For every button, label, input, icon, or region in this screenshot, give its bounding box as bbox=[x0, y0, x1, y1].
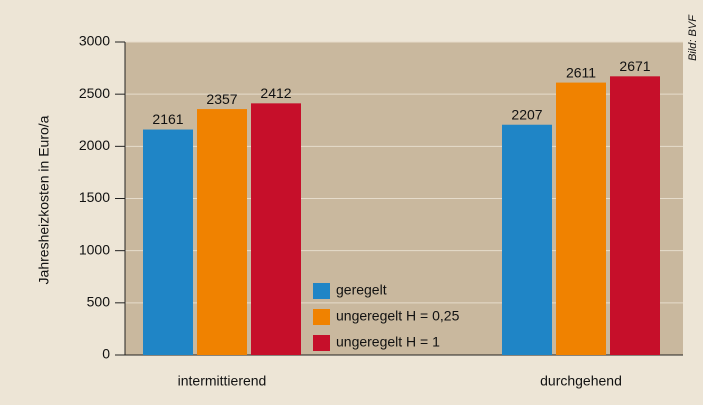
bar bbox=[143, 129, 193, 355]
credit: Bild: BVF bbox=[687, 14, 699, 61]
legend-swatch bbox=[313, 335, 330, 351]
legend-swatch bbox=[313, 283, 330, 299]
bar bbox=[251, 103, 301, 356]
y-tick-label: 500 bbox=[87, 294, 111, 310]
y-tick-label: 2000 bbox=[79, 137, 110, 153]
y-axis-label: Jahresheizkosten in Euro/a bbox=[36, 115, 52, 284]
data-label: 2412 bbox=[260, 85, 291, 101]
y-tick-label: 1000 bbox=[79, 241, 110, 257]
y-tick-label: 1500 bbox=[79, 189, 110, 205]
legend-label: geregelt bbox=[336, 282, 387, 298]
bar bbox=[502, 124, 552, 356]
y-tick-label: 3000 bbox=[79, 33, 110, 49]
data-label: 2357 bbox=[206, 91, 237, 107]
x-tick-label: intermittierend bbox=[178, 373, 267, 389]
data-label: 2161 bbox=[152, 111, 183, 127]
legend-swatch bbox=[313, 309, 330, 325]
data-label: 2207 bbox=[511, 106, 542, 122]
bar bbox=[610, 76, 660, 355]
y-tick-label: 2500 bbox=[79, 85, 110, 101]
x-tick-label: durchgehend bbox=[540, 373, 622, 389]
legend-label: ungeregelt H = 0,25 bbox=[336, 308, 460, 324]
bar bbox=[556, 82, 606, 355]
y-tick-label: 0 bbox=[102, 346, 110, 362]
legend-label: ungeregelt H = 1 bbox=[336, 334, 440, 350]
data-label: 2671 bbox=[619, 58, 650, 74]
bar bbox=[197, 109, 247, 355]
data-label: 2611 bbox=[566, 64, 596, 80]
